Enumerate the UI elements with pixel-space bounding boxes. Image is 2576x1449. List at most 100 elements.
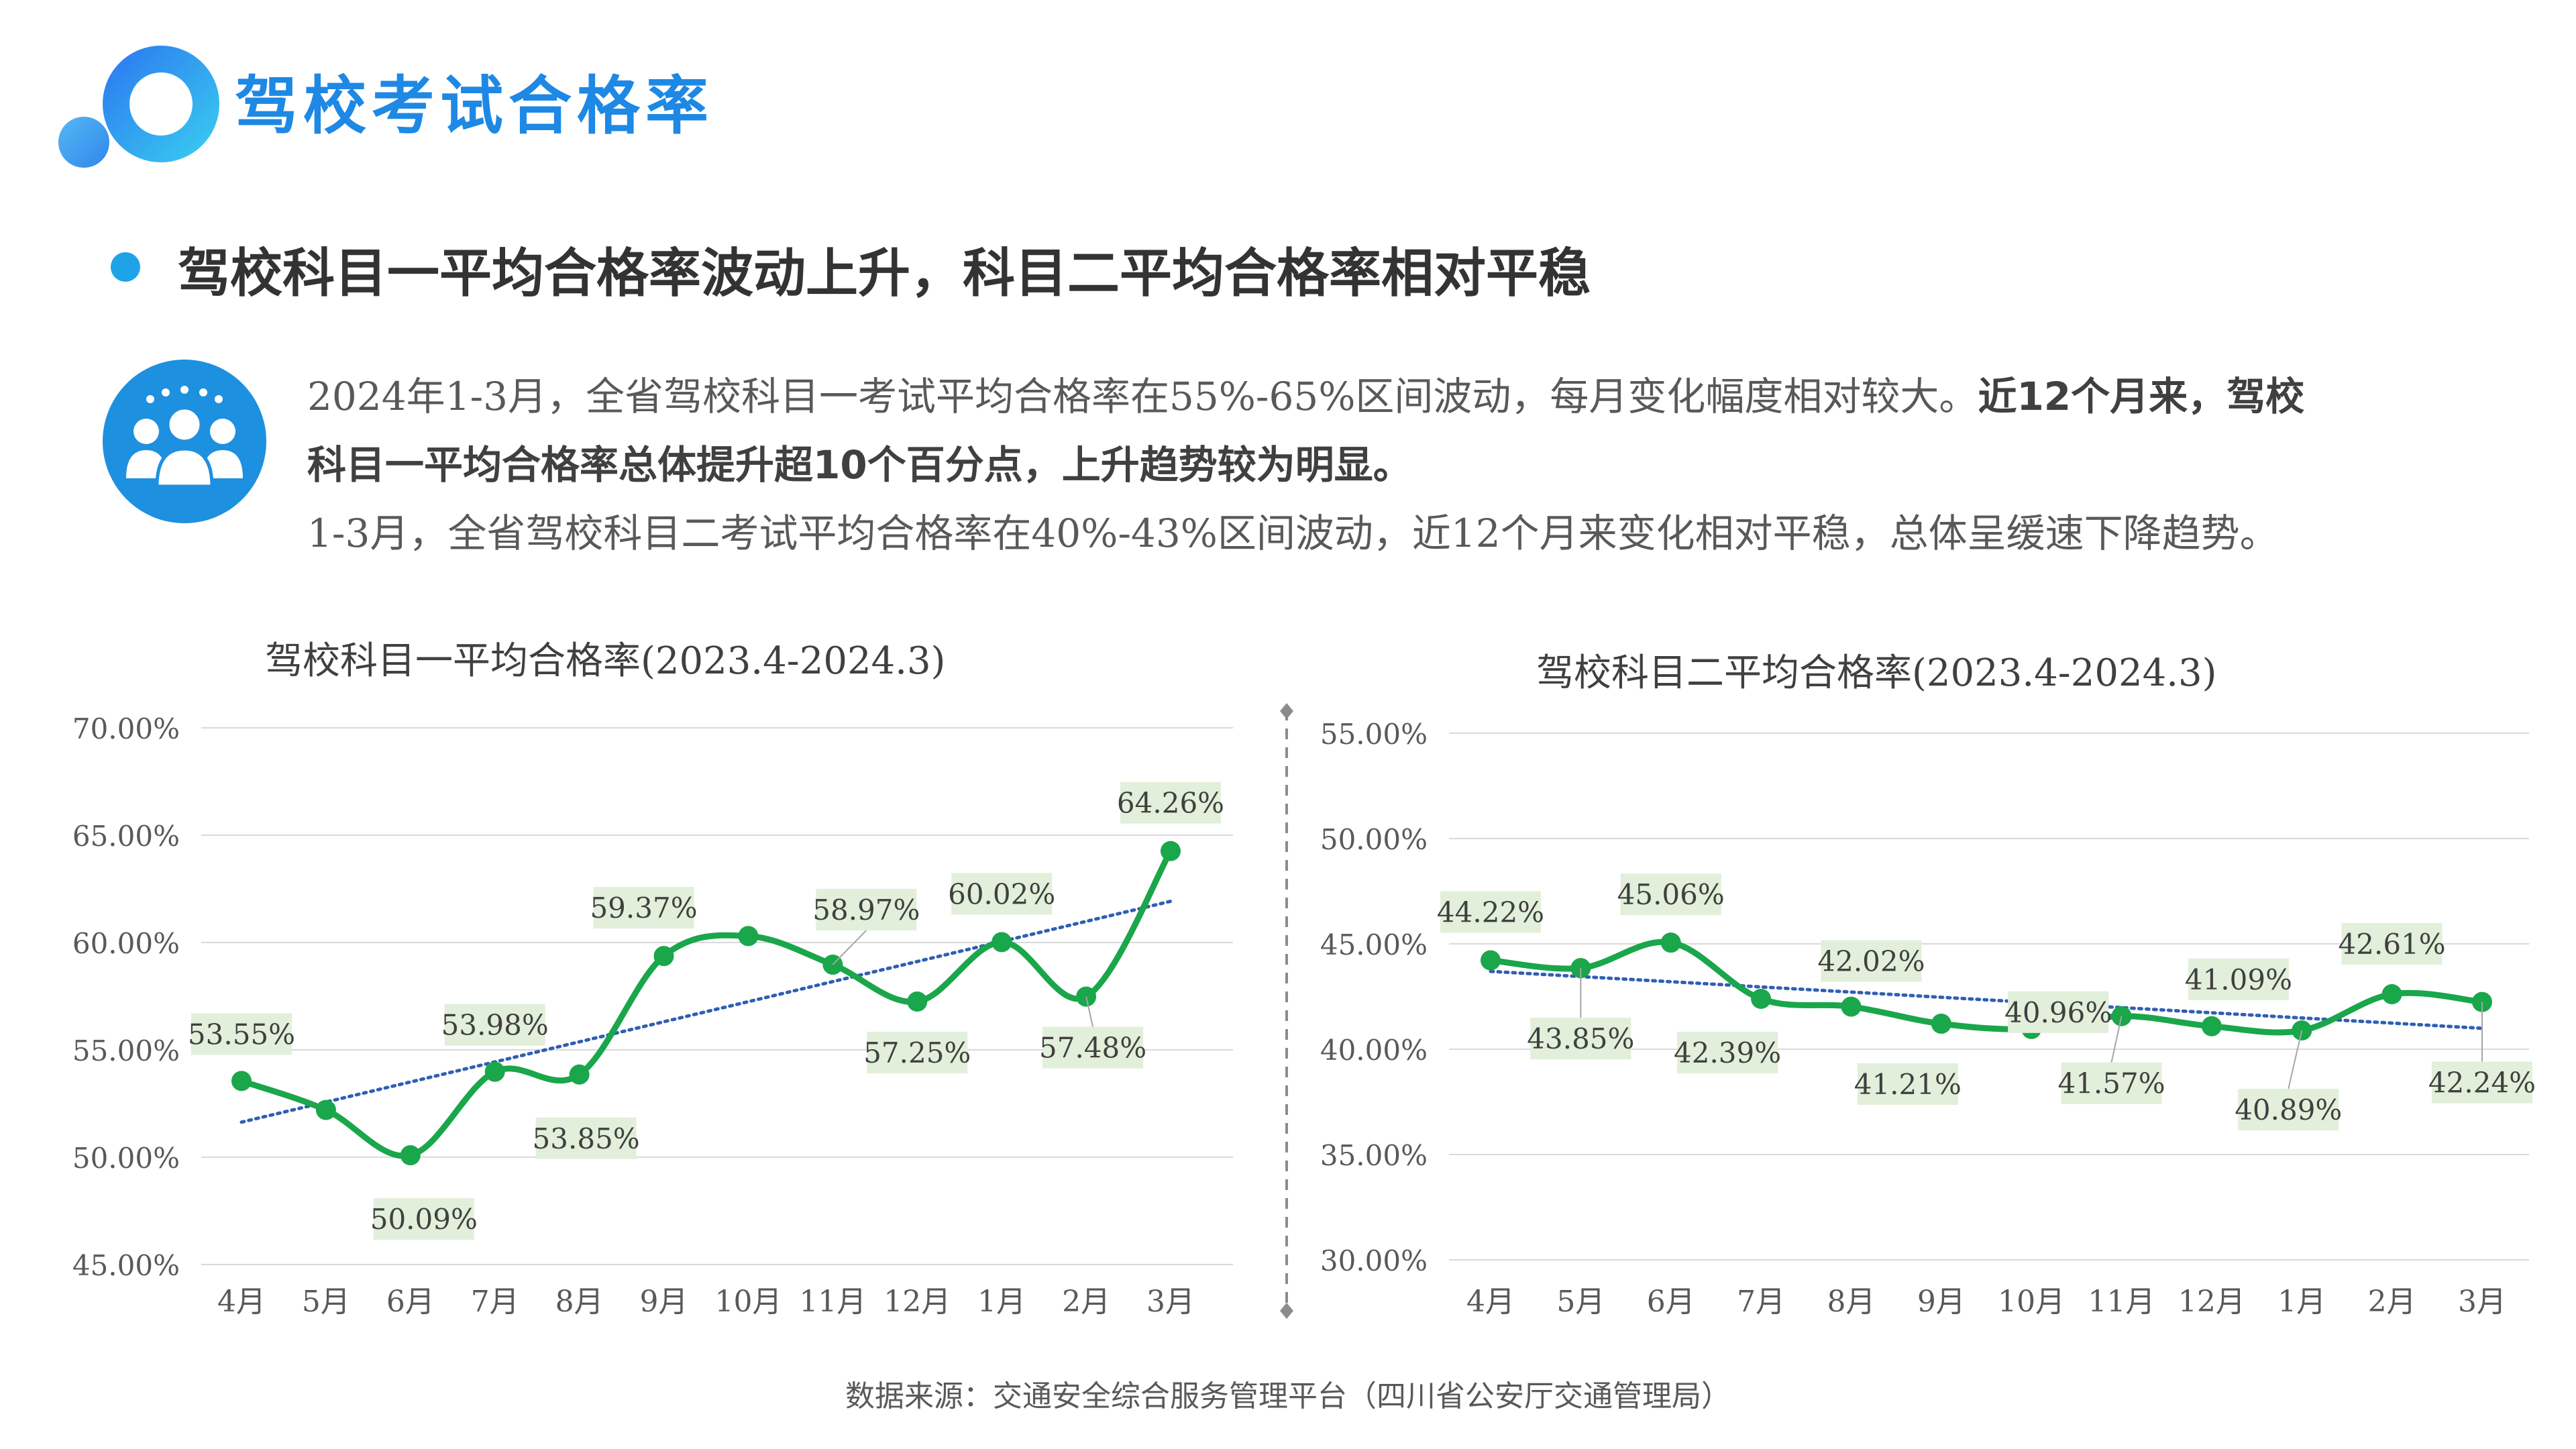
- data-label-box: [1857, 1063, 1958, 1106]
- x-tick-label: 2月: [2368, 1285, 2416, 1319]
- x-tick-label: 5月: [302, 1285, 350, 1319]
- y-tick-label: 40.00%: [1320, 1034, 1428, 1067]
- data-label: 41.21%: [1854, 1068, 1962, 1101]
- data-label-box: [1821, 940, 1922, 982]
- data-point: [2201, 1016, 2222, 1036]
- data-label-box: [2188, 958, 2289, 1000]
- data-point: [738, 926, 759, 947]
- data-label-box: [2432, 1061, 2532, 1104]
- data-label: 42.24%: [2428, 1067, 2536, 1099]
- summary-p1c: 科目一平均合格率总体提升超10个百分点，上升趋势较为明显。: [307, 442, 1412, 488]
- y-tick-label: 35.00%: [1320, 1139, 1428, 1172]
- y-tick-label: 45.00%: [1320, 928, 1428, 961]
- y-tick-label: 50.00%: [72, 1142, 180, 1175]
- headline: 驾校科目一平均合格率波动上升，科目二平均合格率相对平稳: [178, 244, 1591, 304]
- data-label: 60.02%: [948, 877, 1055, 910]
- series-line: [1490, 938, 2483, 1036]
- x-tick-label: 8月: [555, 1285, 604, 1319]
- data-point: [231, 1071, 252, 1091]
- chart2-plot: 55.00% 50.00% 45.00% 40.00% 35.00% 30.00% 4月 5月…: [1320, 718, 2536, 1319]
- x-tick-label: 6月: [1647, 1285, 1695, 1319]
- data-label-box: [951, 873, 1053, 915]
- data-label: 53.85%: [533, 1122, 640, 1155]
- data-label: 42.39%: [1674, 1036, 1781, 1069]
- chart1-plot: 70.00% 65.00% 60.00% 55.00% 50.00% 45.00% 4月 5月…: [72, 712, 1233, 1319]
- data-label-box: [2341, 923, 2443, 965]
- data-point: [400, 1145, 421, 1166]
- x-tick-label: 3月: [1146, 1285, 1195, 1319]
- x-tick-label: 4月: [217, 1285, 266, 1319]
- data-label: 64.26%: [1117, 787, 1224, 820]
- data-label-box: [191, 1013, 292, 1055]
- x-tick-label: 1月: [2277, 1285, 2326, 1319]
- data-point: [1751, 988, 1772, 1009]
- x-tick-label: 9月: [640, 1285, 688, 1319]
- data-label: 40.96%: [2004, 996, 2112, 1029]
- data-label: 43.85%: [1527, 1022, 1634, 1055]
- data-label-box: [444, 1004, 545, 1046]
- label-leader: [1085, 996, 1094, 1027]
- trend-line: [239, 900, 1173, 1124]
- x-tick-label: 9月: [1917, 1285, 1966, 1319]
- data-label-box: [1620, 873, 1721, 916]
- data-point: [569, 1064, 590, 1085]
- label-leader: [2110, 1016, 2123, 1063]
- y-tick-label: 50.00%: [1320, 823, 1428, 856]
- data-point: [1481, 950, 1501, 971]
- x-tick-label: 5月: [1556, 1285, 1605, 1319]
- data-label: 53.55%: [188, 1018, 295, 1051]
- x-tick-label: 3月: [2458, 1285, 2506, 1319]
- data-label: 45.06%: [1617, 878, 1725, 911]
- summary-line-3: 1-3月，全省驾校科目二考试平均合格率在40%-43%区间波动，近12个月来变化…: [307, 511, 2279, 556]
- data-label-box: [1120, 782, 1221, 824]
- data-point: [315, 1099, 336, 1120]
- data-source: 数据来源：交通安全综合服务管理平台（四川省公安厅交通管理局）: [845, 1379, 1731, 1413]
- data-label-box: [535, 1117, 637, 1159]
- data-point: [653, 946, 674, 967]
- data-label: 41.09%: [2185, 963, 2292, 996]
- data-label: 42.02%: [1817, 945, 1925, 978]
- x-tick-label: 7月: [1737, 1285, 1785, 1319]
- data-point: [991, 932, 1012, 953]
- bullet-dot: [111, 252, 140, 282]
- chart2-title: 驾校科目二平均合格率(2023.4-2024.3): [1536, 651, 2217, 695]
- x-tick-label: 12月: [2178, 1285, 2245, 1319]
- trend-line: [1489, 969, 2484, 1030]
- x-tick-label: 1月: [977, 1285, 1026, 1319]
- people-group-icon: [103, 360, 266, 523]
- divider-cap-bottom: [1280, 1303, 1293, 1319]
- chart1-title: 驾校科目一平均合格率(2023.4-2024.3): [265, 639, 946, 683]
- y-tick-label: 45.00%: [72, 1249, 180, 1282]
- page-title: 驾校考试合格率: [235, 70, 714, 143]
- data-point: [2381, 984, 2402, 1005]
- x-tick-label: 11月: [799, 1285, 866, 1319]
- logo-rings-icon: [58, 46, 219, 168]
- data-point: [1841, 996, 1862, 1017]
- data-label-box: [816, 888, 917, 930]
- data-label-box: [1530, 1018, 1631, 1060]
- data-label-box: [1042, 1026, 1144, 1069]
- summary-p1b: 近12个月来，驾校: [1978, 374, 2305, 419]
- data-label: 59.37%: [590, 892, 697, 924]
- x-tick-label: 7月: [471, 1285, 519, 1319]
- data-label-box: [2061, 1062, 2162, 1104]
- y-tick-label: 55.00%: [72, 1034, 180, 1067]
- x-tick-label: 10月: [1998, 1285, 2065, 1319]
- data-label: 42.61%: [2339, 928, 2446, 961]
- data-label-box: [1677, 1031, 1778, 1073]
- x-tick-label: 2月: [1062, 1285, 1110, 1319]
- data-label: 50.09%: [370, 1203, 478, 1236]
- summary-p1a: 2024年1-3月，全省驾校科目一考试平均合格率在55%-65%区间波动，每月变…: [307, 374, 1978, 419]
- data-point: [484, 1061, 505, 1082]
- data-point: [1660, 932, 1681, 953]
- data-point: [1931, 1014, 1951, 1034]
- data-label-box: [2238, 1089, 2339, 1131]
- data-label: 44.22%: [1437, 896, 1544, 928]
- y-tick-label: 55.00%: [1320, 718, 1428, 751]
- data-label-box: [2008, 991, 2109, 1033]
- data-label: 53.98%: [441, 1009, 549, 1042]
- x-tick-label: 11月: [2088, 1285, 2155, 1319]
- label-leader: [832, 930, 867, 965]
- data-label-box: [593, 887, 694, 929]
